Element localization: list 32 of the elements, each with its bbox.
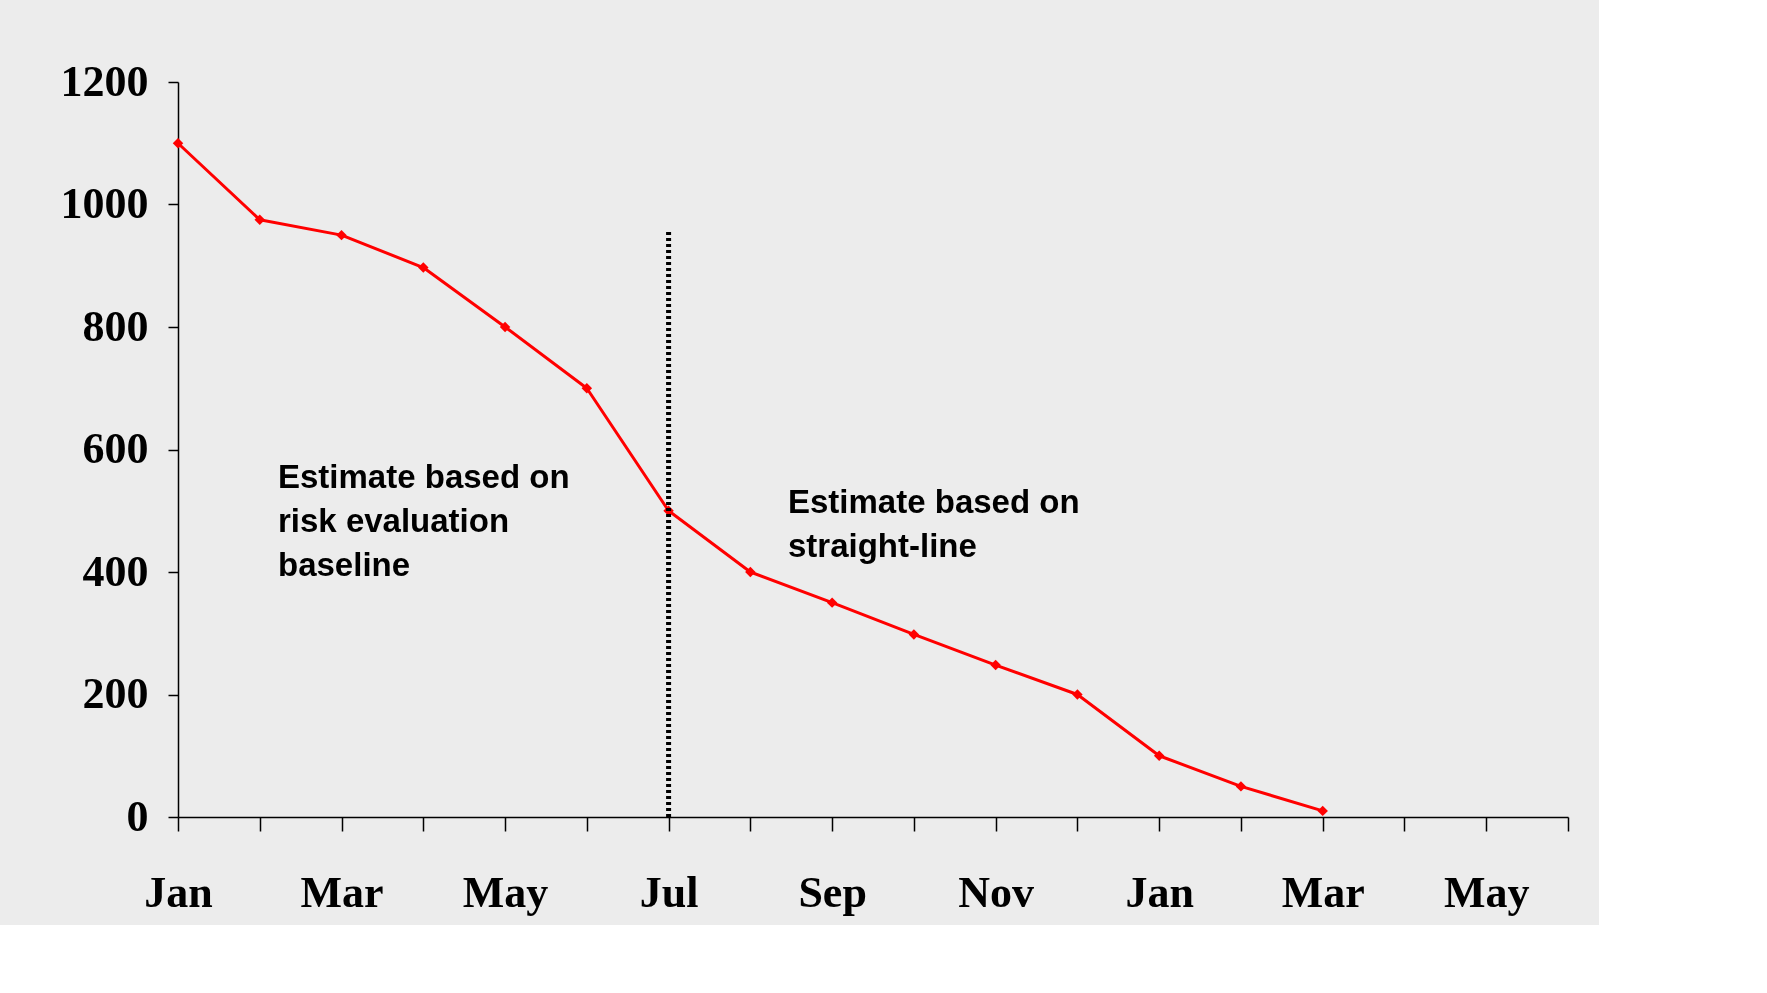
point (581, 383, 593, 394)
point (499, 321, 511, 333)
point (1072, 689, 1083, 700)
y-tick-label: 800 (82, 301, 149, 351)
y-tick-label: 0 (126, 791, 149, 841)
point (826, 597, 838, 608)
point (990, 659, 1001, 671)
y-tick-label: 200 (82, 669, 149, 718)
point (1235, 781, 1247, 792)
y-tick-label: 400 (82, 546, 149, 596)
x-tick-label: Sep (798, 867, 867, 917)
annotation: Estimate based on risk evaluation baseline (278, 458, 570, 583)
x-tick-label: Jan (1125, 867, 1194, 917)
point (1317, 805, 1328, 817)
point (336, 229, 347, 241)
y-tick-label: 600 (82, 424, 149, 473)
x-tick-label: Mar (1281, 867, 1365, 917)
point (1153, 750, 1165, 761)
x-tick-label: Mar (300, 867, 384, 917)
y-tick-label: 1000 (60, 179, 149, 228)
point (418, 262, 429, 273)
y-tick-label: 1200 (60, 56, 149, 106)
point (908, 629, 920, 640)
x-tick-label: Jul (639, 867, 699, 917)
point (745, 566, 756, 578)
x-tick-label: Jan (144, 867, 213, 917)
point (172, 138, 184, 149)
x-tick-label: May (462, 867, 549, 917)
annotation: Estimate based on straight-line (788, 483, 1080, 564)
x-tick-label: May (1443, 867, 1530, 917)
point (254, 214, 266, 226)
x-tick-label: Nov (958, 867, 1035, 917)
